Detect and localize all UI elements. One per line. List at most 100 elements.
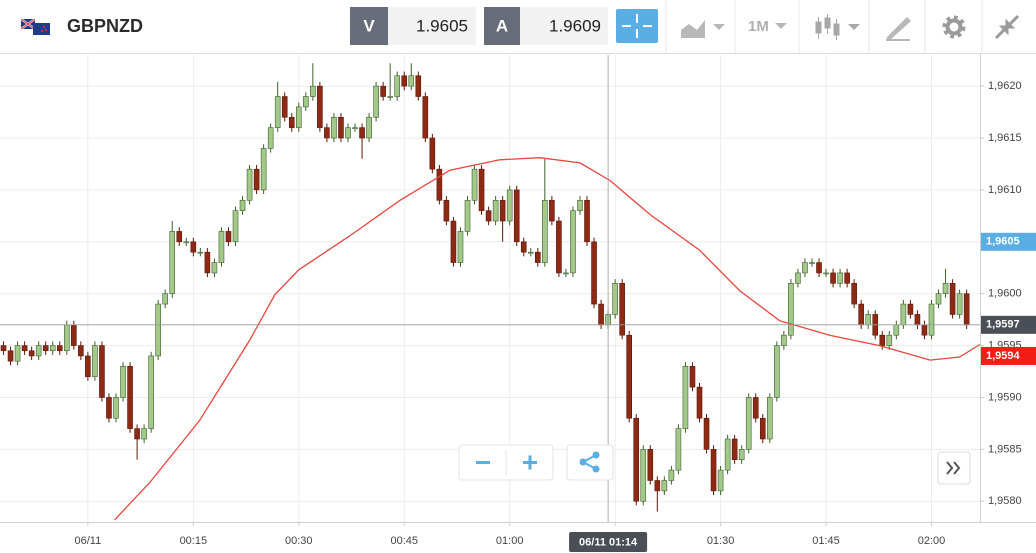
collapse-button[interactable] [994, 14, 1020, 40]
candle-body [781, 334, 787, 346]
ask-box[interactable] [520, 7, 608, 45]
share-button[interactable] [566, 444, 614, 481]
zoom-in-button[interactable] [523, 455, 537, 470]
candle-body [577, 199, 583, 211]
candle-body [689, 366, 696, 388]
x-tick-label: 06/11 [75, 535, 102, 547]
candle-body [331, 116, 337, 139]
candle-body [823, 272, 829, 275]
candle-body [281, 96, 288, 118]
candles [0, 63, 970, 512]
bid-label: V [363, 16, 375, 35]
interval-button[interactable]: 1M [748, 18, 769, 35]
candle-body [738, 449, 745, 461]
settings-button[interactable] [942, 15, 966, 39]
candle-body [63, 324, 70, 352]
candle-body [492, 199, 499, 222]
candle-body [520, 241, 527, 253]
candle-body [745, 397, 752, 450]
candle-body [92, 345, 98, 378]
moving-average-line [114, 157, 981, 521]
dropdown-arrow [775, 23, 787, 29]
candle-body [809, 262, 815, 264]
candle-body [324, 127, 330, 139]
candle-body [584, 199, 590, 243]
candle-body [35, 345, 42, 357]
x-tick-label: 01:00 [496, 535, 524, 547]
candle-body [211, 262, 218, 274]
candle-body [682, 366, 689, 429]
candle-body [155, 303, 161, 357]
candle-body [549, 199, 555, 222]
bid-price: 1.9605 [416, 16, 468, 35]
candle-body [921, 324, 928, 336]
candle-body [56, 345, 63, 352]
candle-body [731, 438, 738, 461]
candle-body [858, 303, 864, 326]
candle-body [28, 350, 35, 357]
y-tick-label: 1,9580 [988, 495, 1022, 507]
candle-body [647, 449, 654, 481]
candle-body [668, 469, 675, 481]
price-badge [981, 315, 1036, 334]
candle-body [661, 480, 668, 492]
candle-body [239, 199, 246, 211]
x-tick-label: 00:30 [285, 535, 313, 547]
candle-body [0, 345, 7, 352]
candle-body [49, 345, 56, 352]
x-tick-label: 00:15 [180, 535, 208, 547]
candle-body [436, 168, 443, 201]
candle-body [675, 428, 682, 471]
chart-type-button[interactable] [681, 20, 725, 38]
candle-body [183, 241, 190, 244]
x-tick-label: 01:45 [812, 535, 840, 547]
candle-body [865, 314, 872, 326]
candle-body [190, 241, 197, 253]
scroll-right-button[interactable] [937, 451, 971, 485]
y-tick-label: 1,9610 [988, 184, 1022, 196]
bid-box[interactable] [388, 7, 476, 45]
drawing-tools-button[interactable] [886, 17, 911, 41]
candle-body [253, 168, 260, 191]
candle-body [724, 438, 731, 471]
candle-body [260, 148, 267, 191]
candle-body [246, 168, 253, 201]
candle-body [935, 293, 942, 305]
candle-body [570, 210, 576, 274]
candle-style-button[interactable] [815, 14, 860, 40]
candle-body [218, 231, 225, 263]
candle-body [127, 366, 133, 429]
y-tick-label: 1,9600 [988, 288, 1022, 300]
candle-body [556, 220, 562, 274]
candle-body [485, 210, 492, 222]
candle-body [148, 355, 154, 429]
symbol: GBPNZD [67, 16, 143, 36]
zoom-controls [458, 444, 554, 481]
candle-body [499, 199, 506, 222]
candle-body [563, 272, 569, 275]
candle-body [752, 397, 759, 419]
candle-body [71, 324, 77, 346]
price-badge-label: 1,9597 [986, 319, 1020, 331]
candle-body [907, 303, 914, 315]
candle-body [380, 85, 386, 97]
candle-body [176, 231, 183, 243]
candle-body [78, 345, 84, 357]
candle-body [478, 168, 485, 211]
candle-body [640, 449, 647, 502]
crosshair-button[interactable] [616, 9, 658, 43]
candle-body [717, 469, 724, 492]
candle-body [633, 417, 640, 502]
candle-body [7, 350, 14, 362]
candle-body [295, 106, 302, 128]
y-tick-label: 1,9620 [988, 80, 1022, 92]
candle-body [696, 386, 703, 419]
candle-body [345, 127, 351, 139]
candle-body [542, 199, 548, 263]
candle-body [359, 127, 365, 139]
candle-body [99, 345, 105, 398]
candle-body [914, 314, 921, 326]
candle-body [464, 199, 471, 232]
